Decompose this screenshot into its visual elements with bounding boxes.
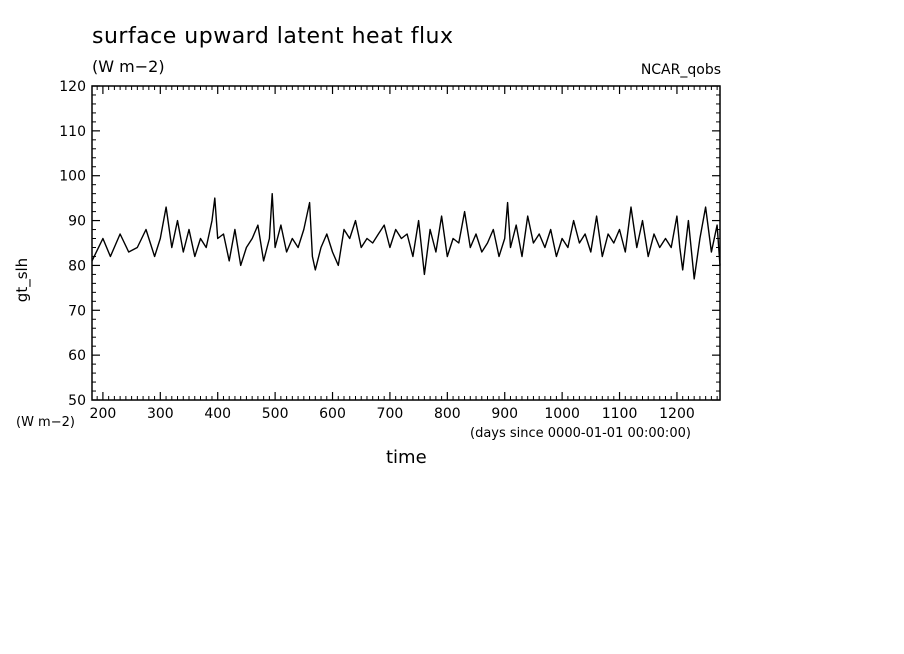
y-tick-label: 60 (68, 348, 86, 364)
plot-frame (91, 85, 721, 401)
series-line (91, 192, 721, 280)
y-tick-label: 120 (59, 79, 86, 95)
series-layer (91, 192, 721, 280)
x-tick-label: 1100 (602, 406, 638, 422)
y-tick-label: 80 (68, 258, 86, 274)
x-tick-label: 300 (147, 406, 174, 422)
x-axis-label: time (386, 447, 427, 468)
y-tick-label: 100 (59, 169, 86, 185)
x-tick-label: 800 (434, 406, 461, 422)
x-tick-label: 400 (204, 406, 231, 422)
x-tick-label: 1000 (544, 406, 580, 422)
y-axis-units: (W m−2) (16, 415, 75, 430)
x-axis-units: (days since 0000-01-01 00:00:00) (470, 426, 691, 441)
y-tick-label: 110 (59, 124, 86, 140)
y-tick-label: 50 (68, 393, 86, 409)
y-tick-label: 70 (68, 303, 86, 319)
x-tick-label: 700 (377, 406, 404, 422)
x-tick-label: 1200 (659, 406, 695, 422)
x-tick-label: 900 (491, 406, 518, 422)
chart-units: (W m−2) (92, 57, 165, 76)
y-tick-label: 90 (68, 214, 86, 230)
data-source-label: NCAR_qobs (640, 62, 721, 78)
x-tick-label: 200 (90, 406, 117, 422)
tick-labels: 50 60 70 80 90 100 110 120 200 300 400 500 600 700 800… (59, 79, 695, 422)
x-tick-label: 600 (319, 406, 346, 422)
x-tick-label: 500 (262, 406, 289, 422)
chart-title: surface upward latent heat flux (92, 24, 454, 49)
